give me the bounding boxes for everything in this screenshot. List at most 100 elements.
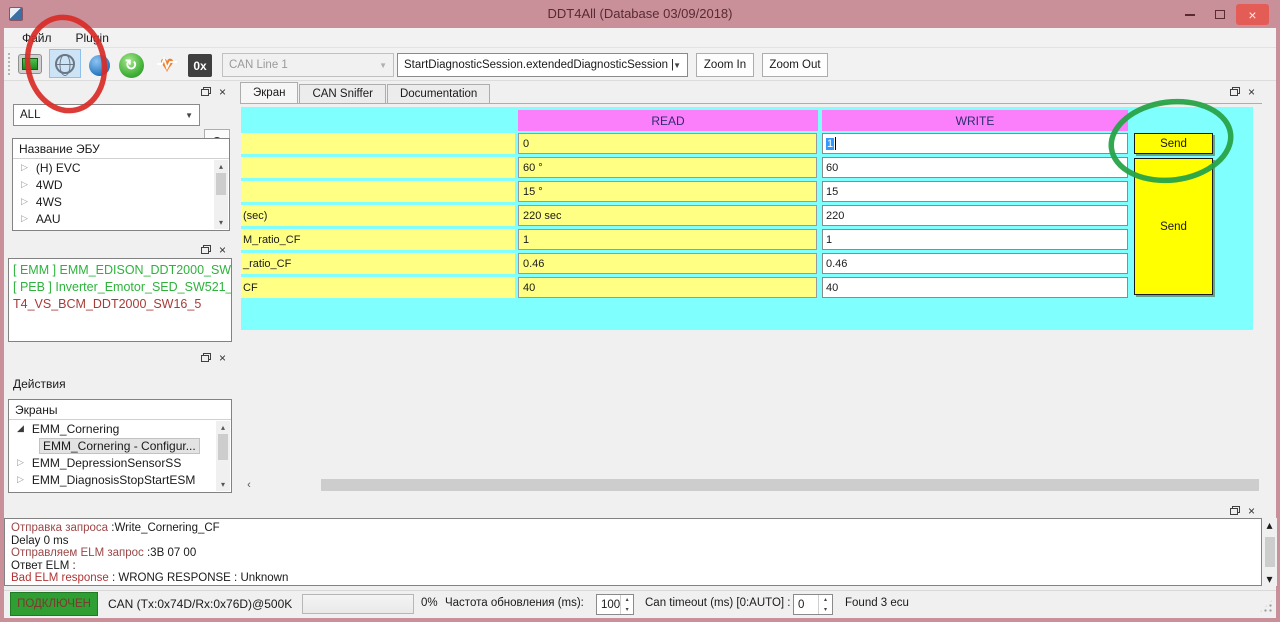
spin-up-icon[interactable]: ▴ [823,597,827,604]
menu-file[interactable]: Файл [22,30,52,45]
write-input[interactable]: 220 [822,205,1128,226]
scrollbar-thumb[interactable] [321,479,1259,491]
read-value: 1 [518,229,817,250]
scroll-up-icon[interactable]: ▴ [1266,518,1273,532]
maximize-button[interactable] [1206,4,1234,25]
screens-toolbar-button[interactable] [15,51,45,77]
status-bar [4,590,1276,618]
refresh-rate-spinbox[interactable]: 100 ▴ ▾ [596,594,634,615]
ecu-filter-combo[interactable]: ALL ▼ [13,104,200,126]
write-input[interactable]: 60 [822,157,1128,178]
expand-collapsed-icon[interactable]: ▷ [21,213,28,223]
close-dock-icon[interactable]: × [1247,84,1255,99]
scrollbar-thumb[interactable] [218,434,228,460]
tab-screen[interactable]: Экран [240,82,299,103]
close-button[interactable]: × [1236,4,1269,25]
minimize-button[interactable] [1176,4,1204,25]
text-caret [835,137,837,150]
expand-collapsed-icon[interactable]: ▷ [17,457,24,467]
actions-dock-header: × [4,350,233,365]
write-input[interactable]: 1 [822,229,1128,250]
zoom-out-button[interactable]: Zoom Out [762,53,828,77]
float-dock-icon[interactable] [1229,87,1240,96]
scrollbar-thumb[interactable] [216,173,226,195]
ecu-tree-item[interactable]: ▷ 4WD [21,177,63,192]
read-value: 0 [518,133,817,154]
log-line: Отправка запроса :Write_Cornering_CF [11,522,220,534]
plugin-toolbar-button-selected[interactable] [49,49,81,78]
float-dock-icon[interactable] [200,353,211,362]
progress-bar [302,594,414,614]
screens-tree-item[interactable]: ▷ EMM_DepressionSensorSS [17,455,182,470]
write-input[interactable]: 15 [822,181,1128,202]
ecu-scan-toolbar-button[interactable]: ♥ [151,51,183,78]
spin-down-icon[interactable]: ▾ [625,606,629,613]
ecu-tree-header: Название ЭБУ [13,139,229,159]
chevron-down-icon: ▼ [185,110,193,120]
float-dock-icon[interactable] [200,245,211,254]
write-input[interactable]: 40 [822,277,1128,298]
ecu-tree-item[interactable]: ▷ 4WS [21,194,62,209]
log-output: Отправка запроса :Write_Cornering_CF Del… [4,518,1262,586]
expand-collapsed-icon[interactable]: ▷ [21,162,28,172]
list-item[interactable]: [ EMM ] EMM_EDISON_DDT2000_SW13_1_V1 [13,263,232,277]
close-dock-icon[interactable]: × [1247,503,1255,518]
expand-expanded-icon[interactable]: ◢ [17,423,24,433]
tab-documentation[interactable]: Documentation [386,84,491,103]
row-label: (sec) [241,205,515,226]
connection-status-badge[interactable]: ПОДКЛЮЧЕН [10,592,98,616]
scroll-up-icon[interactable]: ▴ [220,423,225,432]
can-info-label: CAN (Tx:0x74D/Rx:0x76D)@500K [108,597,293,611]
ecu-tree-item[interactable]: ▷ (H) EVC [21,160,81,175]
log-line: Ответ ELM : [11,559,76,572]
web-toolbar-button[interactable] [87,53,111,77]
scrollbar-thumb[interactable] [1264,537,1275,567]
diagnostic-session-combo[interactable]: StartDiagnosticSession.extendedDiagnosti… [397,53,688,77]
scroll-down-icon[interactable]: ▾ [1266,572,1273,586]
refresh-toolbar-button[interactable]: ↻ [116,51,146,79]
zoom-in-button[interactable]: Zoom In [696,53,754,77]
read-value: 40 [518,277,817,298]
scroll-left-icon[interactable]: ‹ [247,479,251,491]
scroll-up-icon[interactable]: ▴ [218,162,223,171]
log-line: Delay 0 ms [11,534,69,547]
toolbar-drag-handle[interactable] [8,53,12,75]
projects-dock-header: × [4,242,233,257]
spin-down-icon[interactable]: ▾ [823,606,827,613]
blue-sphere-icon [88,54,110,76]
close-dock-icon[interactable]: × [218,350,226,365]
log-scrollbar[interactable]: ▴ ▾ [1262,518,1277,586]
screens-tree-item[interactable]: ◢ EMM_Cornering [17,421,120,436]
scroll-down-icon[interactable]: ▾ [218,218,223,227]
expand-collapsed-icon[interactable]: ▷ [17,474,24,484]
close-dock-icon[interactable]: × [218,84,226,99]
spin-up-icon[interactable]: ▴ [625,597,629,604]
hex-toolbar-button[interactable]: 0x [188,54,212,77]
close-dock-icon[interactable]: × [218,242,226,257]
tab-can-sniffer[interactable]: CAN Sniffer [299,84,386,103]
can-line-combo[interactable]: CAN Line 1 ▼ [222,53,394,77]
list-item[interactable]: [ PEB ] Inverter_Emotor_SED_SW521_V2 [13,280,232,294]
screens-tree-scrollbar[interactable]: ▴ ▾ [216,421,230,491]
read-column-header: READ [518,110,818,131]
expand-collapsed-icon[interactable]: ▷ [21,179,28,189]
send-all-button[interactable]: Send [1134,158,1213,295]
expand-collapsed-icon[interactable]: ▷ [21,196,28,206]
found-ecu-label: Found 3 ecu [845,597,909,609]
ecu-tree-item[interactable]: ▷ AAU [21,211,61,226]
write-input[interactable]: 1 [822,133,1128,154]
ecu-tree-scrollbar[interactable]: ▴ ▾ [214,160,228,229]
send-button[interactable]: Send [1134,133,1213,154]
list-item[interactable]: T4_VS_BCM_DDT2000_SW16_5 [13,297,202,311]
can-timeout-spinbox[interactable]: 0 ▴ ▾ [793,594,833,615]
row-label [241,133,515,154]
float-dock-icon[interactable] [1229,506,1240,515]
screens-tree-item-selected[interactable]: EMM_Cornering - Configur... [9,437,231,454]
read-value: 15 ° [518,181,817,202]
menu-plugin[interactable]: Plugin [75,30,109,45]
float-dock-icon[interactable] [200,87,211,96]
screens-tree-item[interactable]: ▷ EMM_DiagnosisStopStartESM [17,472,196,487]
scroll-down-icon[interactable]: ▾ [220,480,225,489]
horizontal-scrollbar[interactable]: ‹ › [241,477,1260,493]
write-input[interactable]: 0.46 [822,253,1128,274]
